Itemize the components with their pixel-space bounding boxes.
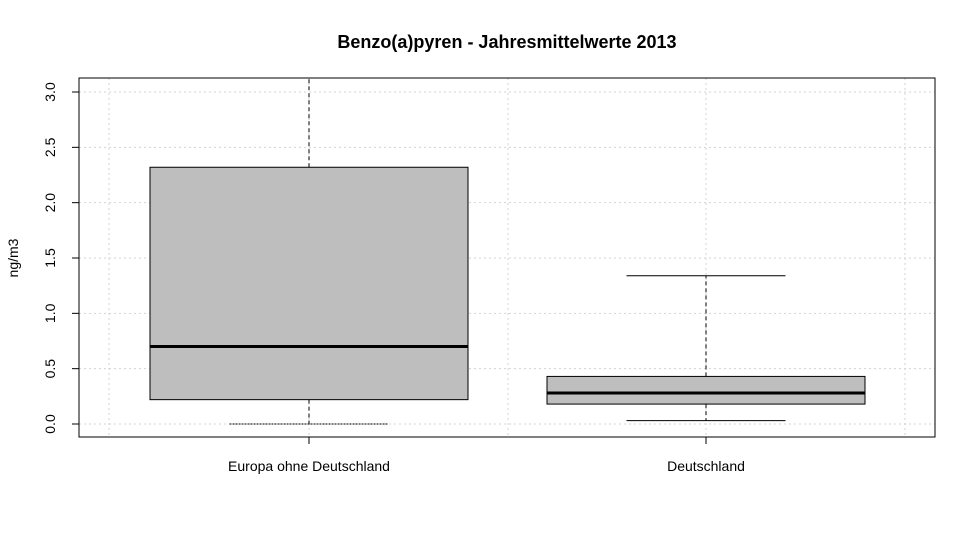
y-tick-label: 1.0 <box>42 303 58 323</box>
y-tick-label: 2.0 <box>42 193 58 213</box>
box-iqr <box>149 166 469 401</box>
y-axis-label: ng/m3 <box>5 238 21 277</box>
box-iqr <box>546 375 866 405</box>
x-tick-label: Europa ohne Deutschland <box>228 458 390 474</box>
y-tick-label: 2.5 <box>42 137 58 157</box>
y-tick-label: 0.0 <box>42 414 58 434</box>
chart-title: Benzo(a)pyren - Jahresmittelwerte 2013 <box>337 32 676 52</box>
boxes <box>149 78 866 425</box>
y-tick-label: 1.5 <box>42 248 58 268</box>
axes: 0.0 0.5 1.0 1.5 2.0 2.5 3.0 Europa ohne Deutsch… <box>42 82 745 474</box>
y-tick-label: 3.0 <box>42 82 58 102</box>
y-tick-label: 0.5 <box>42 359 58 379</box>
x-tick-label: Deutschland <box>667 458 745 474</box>
